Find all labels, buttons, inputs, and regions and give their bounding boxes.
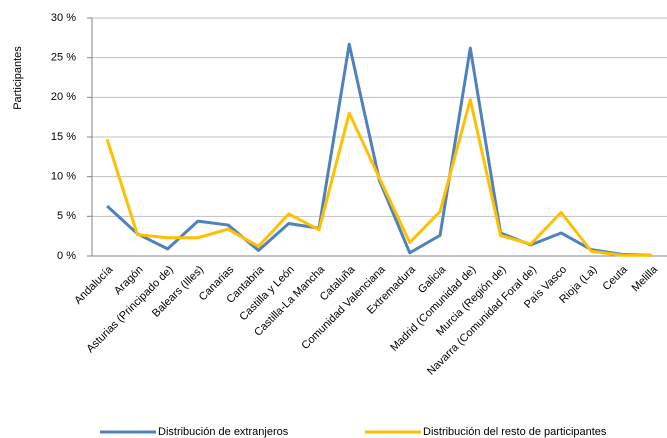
- legend-label: Distribución del resto de participantes: [423, 426, 607, 438]
- x-tick-label: Ceuta: [601, 263, 631, 293]
- y-tick-label: 0 %: [57, 250, 76, 262]
- x-tick-label: Andalucía: [72, 263, 116, 307]
- y-axis-label: Participantes: [12, 46, 24, 110]
- y-tick-label: 20 %: [51, 91, 76, 103]
- y-tick-label: 30 %: [51, 12, 76, 24]
- y-tick-label: 10 %: [51, 171, 76, 183]
- y-tick-label: 15 %: [51, 131, 76, 143]
- y-tick-label: 25 %: [51, 52, 76, 64]
- series-line: [105, 98, 652, 257]
- y-tick-label: 5 %: [57, 210, 76, 222]
- x-tick-label: Melilla: [630, 263, 661, 294]
- legend-label: Distribución de extranjeros: [158, 426, 289, 438]
